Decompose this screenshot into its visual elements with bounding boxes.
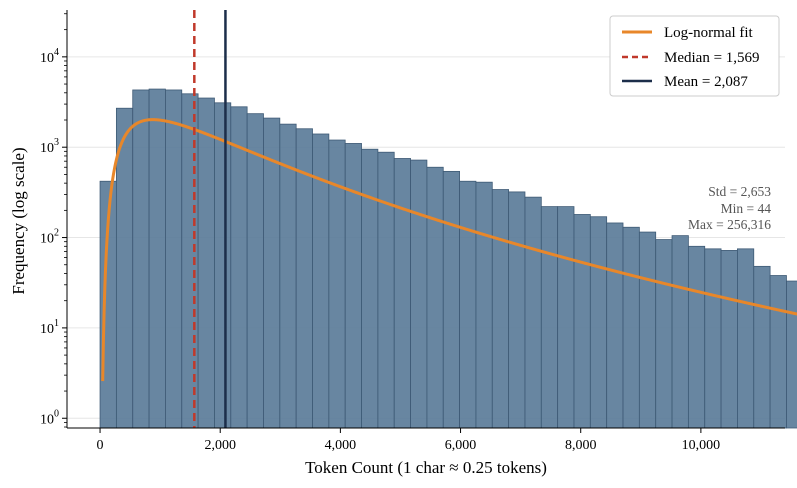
- stats-min: Min = 44: [721, 201, 772, 216]
- histogram-bar-18: [393, 158, 411, 429]
- histogram-bar-34: [655, 239, 673, 429]
- y-tick-exp-4: 4: [54, 47, 59, 58]
- histogram-bar-37: [704, 248, 722, 429]
- histogram-bar-4: [165, 89, 183, 429]
- histogram-bar-36: [687, 245, 706, 429]
- lognormal-fit-layer: [101, 118, 797, 382]
- histogram-bar-41: [769, 275, 787, 429]
- x-tick-label-5: 10,000: [682, 438, 721, 453]
- reference-lines: [193, 10, 227, 428]
- histogram-bar-31: [606, 222, 624, 429]
- histogram-bar-27: [540, 206, 559, 429]
- histogram-bar-38: [720, 250, 738, 429]
- histogram-bar-6: [197, 97, 215, 429]
- x-axis-label: Token Count (1 char ≈ 0.25 tokens): [305, 458, 547, 477]
- x-ticks: 0 2,000 4,000 6,000 8,000 10,000: [97, 428, 721, 453]
- y-tick-base-1: 10: [40, 322, 54, 337]
- histogram-bar-24: [491, 189, 510, 429]
- histogram-bar-32: [622, 226, 640, 429]
- histogram-bar-35: [671, 235, 689, 429]
- x-tick-label-4: 8,000: [565, 438, 597, 453]
- histogram-bar-20: [426, 166, 444, 429]
- y-tick-label-1: 101: [40, 318, 59, 337]
- histogram-bar-1: [115, 107, 134, 429]
- x-tick-label-3: 6,000: [445, 438, 477, 453]
- histogram-bar-26: [524, 196, 542, 429]
- histogram-bar-10: [263, 117, 281, 429]
- y-tick-base-4: 10: [40, 51, 54, 66]
- histogram-bar-25: [508, 191, 526, 429]
- histogram-bar-40: [753, 265, 771, 429]
- stats-std: Std = 2,653: [708, 184, 771, 199]
- histogram-bar-29: [573, 214, 591, 429]
- stats-annotation: Std = 2,653 Min = 44 Max = 256,316: [688, 184, 771, 232]
- histogram-bars: [99, 88, 797, 429]
- y-tick-base-2: 10: [40, 232, 54, 247]
- histogram-bar-23: [475, 181, 493, 429]
- legend-box: [609, 15, 780, 97]
- histogram-bar-2: [132, 89, 150, 429]
- histogram-bar-3: [148, 88, 166, 429]
- histogram-bar-39: [737, 248, 755, 429]
- histogram-bar-16: [361, 148, 379, 429]
- stats-max: Max = 256,316: [688, 217, 771, 232]
- y-tick-label-3: 103: [40, 137, 59, 156]
- y-tick-label-2: 102: [40, 228, 59, 247]
- histogram-bar-15: [344, 143, 362, 429]
- y-tick-exp-0: 0: [54, 408, 59, 419]
- legend: Log-normal fit Median = 1,569 Mean = 2,0…: [609, 15, 780, 97]
- histogram-bar-5: [181, 93, 199, 429]
- histogram-bar-19: [410, 159, 428, 429]
- histogram-bar-42: [786, 280, 797, 429]
- y-tick-base-3: 10: [40, 141, 54, 156]
- histogram-bar-21: [442, 170, 460, 429]
- x-tick-label-2: 4,000: [325, 438, 357, 453]
- y-tick-base-0: 10: [40, 412, 54, 427]
- histogram-bar-7: [214, 102, 232, 429]
- y-tick-label-4: 104: [40, 47, 59, 66]
- histogram-bar-8: [230, 106, 248, 429]
- axes: [66, 10, 785, 429]
- histogram-bar-17: [377, 151, 395, 429]
- histogram-bar-9: [246, 113, 264, 429]
- y-tick-exp-3: 3: [54, 137, 59, 148]
- y-tick-exp-1: 1: [54, 318, 59, 329]
- x-tick-label-1: 2,000: [204, 438, 236, 453]
- y-tick-exp-2: 2: [54, 228, 59, 239]
- legend-fit-label: Log-normal fit: [664, 25, 754, 41]
- y-axis-label: Frequency (log scale): [9, 147, 28, 294]
- legend-median-label: Median = 1,569: [664, 50, 760, 66]
- legend-mean-label: Mean = 2,087: [664, 74, 748, 90]
- x-tick-label-0: 0: [97, 438, 104, 453]
- histogram-bar-22: [459, 180, 477, 429]
- y-tick-label-0: 100: [40, 408, 59, 427]
- histogram-bar-30: [589, 216, 608, 429]
- histogram-bar-33: [638, 231, 657, 429]
- lognormal-fit-curve: [101, 118, 797, 382]
- histogram-bar-28: [557, 206, 575, 429]
